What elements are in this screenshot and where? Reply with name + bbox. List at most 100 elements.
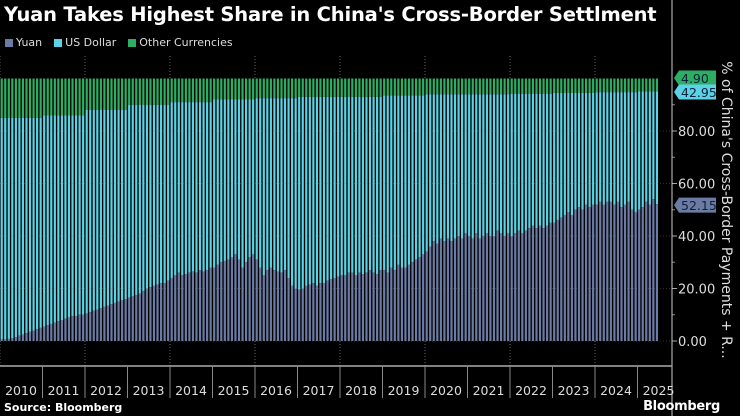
bar-other bbox=[291, 78, 294, 99]
bar-other bbox=[244, 78, 248, 100]
bar-usd bbox=[351, 96, 354, 273]
bar-yuan bbox=[616, 201, 620, 341]
bar-other bbox=[436, 78, 439, 95]
bar-other bbox=[99, 78, 102, 110]
bar-yuan bbox=[521, 233, 524, 341]
bar-other bbox=[422, 78, 425, 96]
bar-usd bbox=[528, 93, 531, 229]
bar-yuan bbox=[170, 278, 173, 341]
x-tick-label: 2025 bbox=[643, 383, 675, 398]
bar-usd bbox=[280, 98, 283, 273]
bloomberg-logo: Bloomberg bbox=[643, 399, 720, 414]
bar-other bbox=[631, 78, 634, 93]
bar-other bbox=[482, 78, 485, 95]
bar-usd bbox=[159, 104, 163, 284]
bar-usd bbox=[269, 98, 272, 268]
bar-usd bbox=[609, 92, 612, 202]
bar-other bbox=[64, 78, 67, 116]
bar-yuan bbox=[262, 275, 265, 341]
legend: Yuan US Dollar Other Currencies bbox=[5, 36, 233, 49]
bar-yuan bbox=[652, 199, 655, 341]
bar-other bbox=[514, 78, 517, 94]
bar-other bbox=[411, 78, 414, 96]
bar-other bbox=[259, 78, 262, 99]
bar-other bbox=[329, 78, 333, 97]
bar-other bbox=[71, 78, 74, 116]
bar-yuan bbox=[397, 264, 400, 341]
bar-other bbox=[652, 78, 655, 92]
bar-other bbox=[223, 78, 226, 100]
bar-usd bbox=[103, 110, 106, 307]
bar-yuan bbox=[577, 207, 581, 341]
bar-usd bbox=[259, 98, 262, 268]
bar-usd bbox=[400, 95, 404, 268]
bar-other bbox=[50, 78, 53, 116]
bar-usd bbox=[248, 99, 251, 257]
bar-yuan bbox=[92, 310, 95, 341]
bar-usd bbox=[602, 92, 605, 205]
bar-yuan bbox=[273, 270, 276, 341]
bar-other bbox=[634, 78, 637, 93]
bar-other bbox=[507, 78, 510, 95]
bar-usd bbox=[563, 92, 566, 215]
bar-other bbox=[11, 78, 14, 118]
chart-title: Yuan Takes Highest Share in China's Cros… bbox=[4, 3, 657, 26]
bar-usd bbox=[174, 102, 177, 276]
bar-yuan bbox=[627, 201, 630, 341]
bar-yuan bbox=[209, 267, 212, 341]
bar-yuan bbox=[291, 285, 294, 341]
bar-other bbox=[337, 78, 340, 97]
bar-usd bbox=[577, 92, 581, 208]
bar-yuan bbox=[411, 262, 414, 341]
bar-other bbox=[645, 78, 648, 92]
x-tick-label: 2013 bbox=[133, 383, 165, 398]
bar-other bbox=[110, 78, 113, 110]
bar-yuan bbox=[142, 291, 145, 341]
bar-yuan bbox=[478, 238, 481, 341]
bar-yuan bbox=[443, 241, 446, 341]
bar-usd bbox=[99, 110, 102, 309]
bar-usd bbox=[599, 92, 602, 202]
bar-usd bbox=[43, 115, 46, 327]
bar-usd bbox=[422, 95, 425, 255]
bar-yuan bbox=[280, 272, 283, 341]
bar-yuan bbox=[244, 262, 248, 341]
bar-usd bbox=[64, 115, 67, 319]
bar-yuan bbox=[269, 267, 272, 341]
bar-yuan bbox=[308, 284, 311, 341]
bar-other bbox=[577, 78, 581, 93]
bar-other bbox=[358, 78, 361, 97]
bar-other bbox=[563, 78, 566, 93]
x-tick-label: 2016 bbox=[260, 383, 292, 398]
bar-usd bbox=[46, 115, 49, 326]
bar-usd bbox=[574, 92, 577, 210]
last-value-other-tag bbox=[674, 70, 716, 86]
bar-yuan bbox=[365, 272, 368, 341]
bar-usd bbox=[549, 93, 552, 223]
bar-other bbox=[376, 78, 379, 97]
bar-yuan bbox=[464, 233, 467, 341]
bar-other bbox=[592, 78, 595, 93]
bar-usd bbox=[507, 94, 510, 234]
bar-other bbox=[528, 78, 531, 94]
bar-yuan bbox=[329, 279, 333, 341]
bar-usd bbox=[298, 96, 301, 290]
bar-usd bbox=[0, 117, 3, 340]
bar-usd bbox=[489, 94, 492, 236]
bar-usd bbox=[411, 95, 414, 263]
bar-usd bbox=[443, 94, 446, 242]
bar-other bbox=[588, 78, 591, 93]
bar-other bbox=[397, 78, 400, 96]
bar-other bbox=[202, 78, 205, 103]
x-tick-label: 2010 bbox=[5, 383, 37, 398]
bar-usd bbox=[432, 94, 435, 242]
bar-yuan bbox=[425, 251, 428, 341]
bar-usd bbox=[14, 117, 17, 338]
bar-usd bbox=[556, 92, 559, 221]
bar-usd bbox=[21, 117, 25, 335]
bar-other bbox=[457, 78, 460, 95]
bar-other bbox=[159, 78, 163, 105]
bar-usd bbox=[71, 115, 74, 317]
bar-other bbox=[319, 78, 322, 97]
